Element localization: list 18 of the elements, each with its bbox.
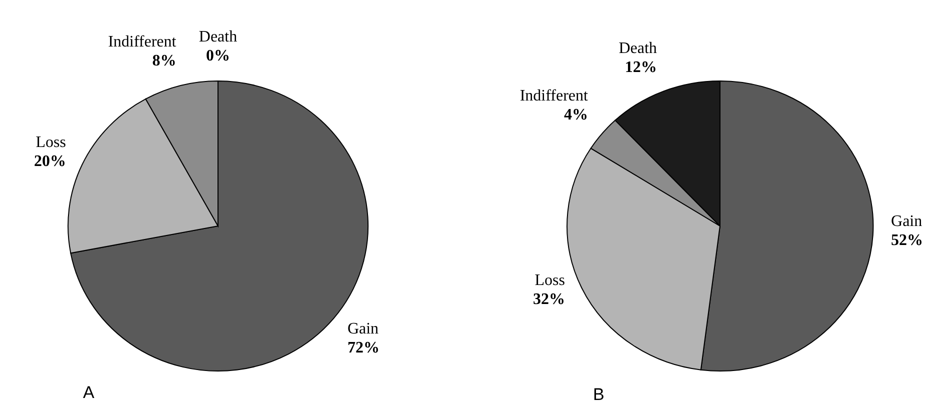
slice-label: Loss: [36, 134, 66, 151]
data-label: 32%: [532, 291, 565, 308]
text: 0%: [206, 48, 230, 65]
data-label: 20%: [34, 152, 66, 170]
slice-label: Gain: [347, 320, 379, 338]
data-label: 8%: [152, 52, 176, 70]
category-label: Death: [198, 28, 238, 46]
slice-label: Indifferent: [520, 87, 589, 104]
data-label: 4%: [564, 106, 588, 124]
slice-label: Loss: [534, 272, 565, 290]
data-label: 12%: [624, 59, 657, 76]
slice-label: Gain: [891, 213, 922, 230]
text: B: [593, 385, 604, 404]
slice-label: Indifferent: [108, 34, 177, 51]
slice-label: Death: [618, 40, 657, 58]
text: A: [83, 383, 95, 402]
data-label: 72%: [347, 340, 380, 357]
data-label: 52%: [891, 232, 924, 250]
